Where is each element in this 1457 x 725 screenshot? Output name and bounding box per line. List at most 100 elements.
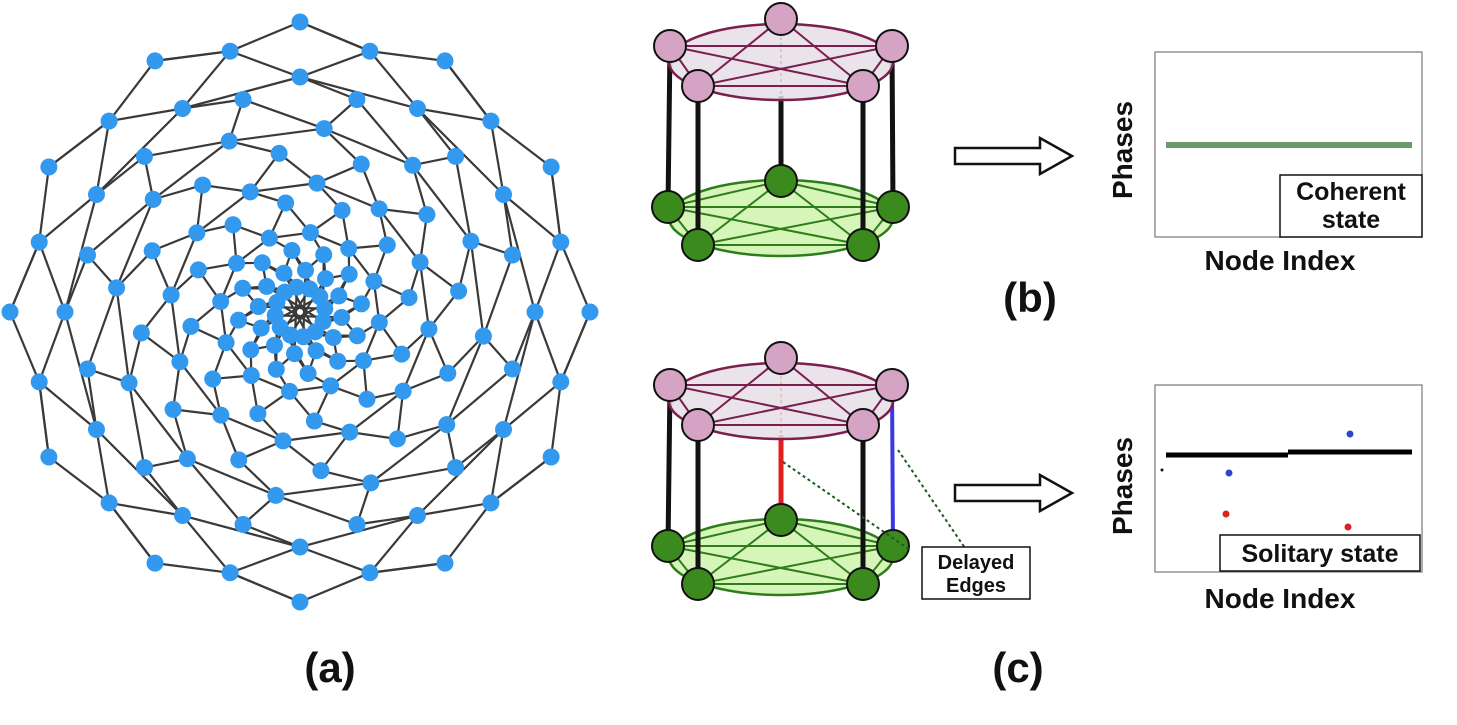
network-edge <box>320 469 372 484</box>
coherent-state-box <box>1279 174 1423 238</box>
network-edge <box>229 571 301 604</box>
network-edge <box>128 382 189 460</box>
multiplex-network-b <box>651 2 910 262</box>
network-node <box>462 232 480 250</box>
network-edge <box>258 305 325 310</box>
network-node <box>388 430 406 448</box>
network-edge <box>152 184 203 201</box>
network-edge <box>229 127 325 143</box>
network-node <box>144 190 162 208</box>
bottom-layer-edge <box>667 519 782 547</box>
network-node <box>267 486 285 504</box>
network-edge <box>533 311 562 383</box>
network-node <box>315 246 333 264</box>
top-layer-node <box>764 341 798 375</box>
network-edge <box>152 140 230 201</box>
network-node <box>291 68 309 86</box>
top-layer-edge <box>697 384 893 426</box>
solitary-dot-blue-lower <box>1225 469 1233 477</box>
network-node <box>30 373 48 391</box>
interlayer-edge <box>665 384 673 547</box>
delayed-edges-line-2: Edges <box>946 575 1006 597</box>
network-node <box>411 253 429 271</box>
network-edge <box>369 50 446 62</box>
network-graph <box>1 13 599 611</box>
network-edge <box>457 240 472 292</box>
network-edge <box>502 194 514 256</box>
top-layer-edge <box>669 45 864 87</box>
panel-label-c: (c) <box>992 644 1043 691</box>
network-node <box>324 329 342 347</box>
plot-solitary-ylabel: Phases <box>1107 437 1138 535</box>
network-node <box>230 451 248 469</box>
network-node <box>316 300 334 318</box>
network-node <box>482 112 500 130</box>
bottom-layer-node <box>876 529 910 563</box>
network-edge <box>323 127 362 165</box>
network-edge <box>502 381 562 431</box>
network-node <box>447 459 465 477</box>
network-node <box>217 334 235 352</box>
network-node <box>228 254 246 272</box>
network-node <box>552 233 570 251</box>
network-node <box>162 286 180 304</box>
network-node <box>230 311 248 329</box>
network-node <box>265 336 283 354</box>
network-edge <box>38 381 98 431</box>
network-edge <box>369 50 419 110</box>
network-edge <box>299 75 358 101</box>
network-edge <box>275 494 358 526</box>
network-edge <box>378 208 421 263</box>
network-node <box>409 99 426 117</box>
network-node <box>394 382 412 400</box>
network-node <box>174 99 191 117</box>
network-node <box>305 412 323 430</box>
network-edge <box>115 198 155 289</box>
network-edge <box>38 241 67 313</box>
top-layer-node <box>653 29 687 63</box>
interlayer-edge <box>890 384 895 547</box>
network-edge <box>369 562 446 574</box>
bottom-layer-node <box>846 228 880 262</box>
bottom-layer-edge <box>780 180 894 208</box>
network-edge <box>417 107 492 123</box>
bottom-layer-node <box>651 529 685 563</box>
network-edge <box>238 459 277 497</box>
network-node <box>420 320 438 338</box>
bottom-layer-node <box>764 164 798 198</box>
network-edge <box>86 287 118 370</box>
network-edge <box>444 502 492 564</box>
arrow-c <box>953 472 1075 514</box>
network-edge <box>444 60 492 122</box>
network-node <box>108 279 126 297</box>
plot-coherent: Coherent state Phases Node Index <box>1107 51 1423 276</box>
network-edge <box>550 381 562 458</box>
network-edge <box>411 164 428 215</box>
network-edge <box>454 156 473 242</box>
network-node <box>436 52 454 70</box>
network-node <box>242 341 260 359</box>
network-node <box>258 277 276 295</box>
network-node <box>322 377 340 395</box>
network-node <box>301 224 319 242</box>
network-node <box>504 360 522 378</box>
network-node <box>212 406 230 424</box>
network-edges <box>8 20 592 604</box>
solitary-dot-red-left <box>1222 510 1230 518</box>
network-node <box>438 416 456 434</box>
network-edge <box>559 241 592 313</box>
network-edge <box>250 182 318 193</box>
network-node <box>78 360 96 378</box>
network-node <box>87 421 105 438</box>
network-node <box>135 459 153 477</box>
network-node <box>249 298 267 316</box>
bottom-layer-node <box>681 228 715 262</box>
network-node <box>340 265 358 283</box>
bottom-layer-edge <box>780 519 864 585</box>
network-node <box>294 328 312 346</box>
interlayer-edge <box>665 45 673 208</box>
network-edge <box>445 335 485 426</box>
network-node <box>56 303 74 321</box>
network-node <box>436 554 454 572</box>
network-edge <box>182 98 244 110</box>
